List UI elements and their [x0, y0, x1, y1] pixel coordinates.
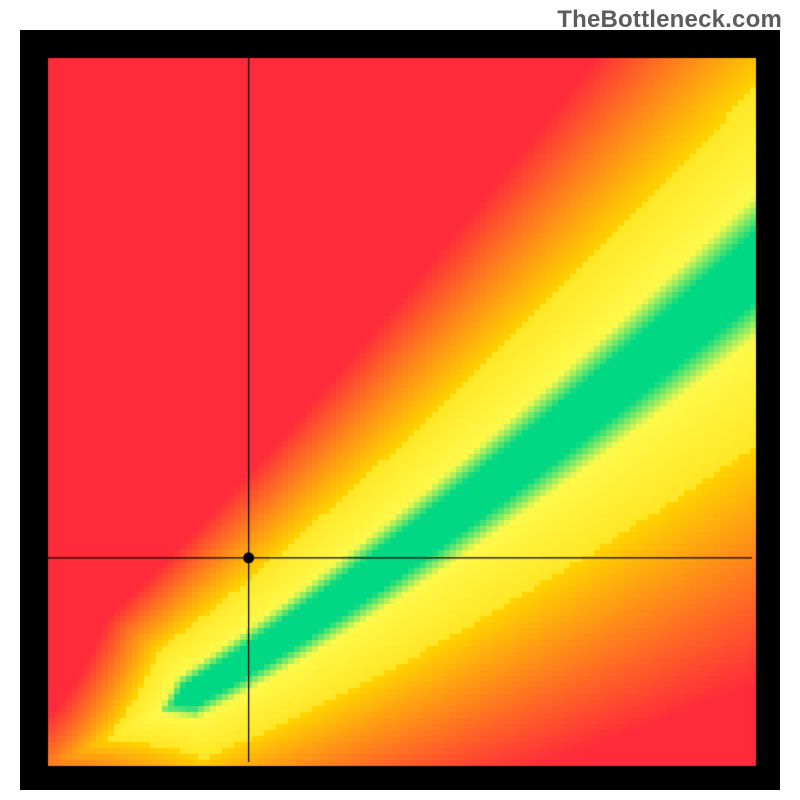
watermark-text: TheBottleneck.com	[557, 6, 782, 34]
bottleneck-heatmap	[20, 30, 780, 790]
